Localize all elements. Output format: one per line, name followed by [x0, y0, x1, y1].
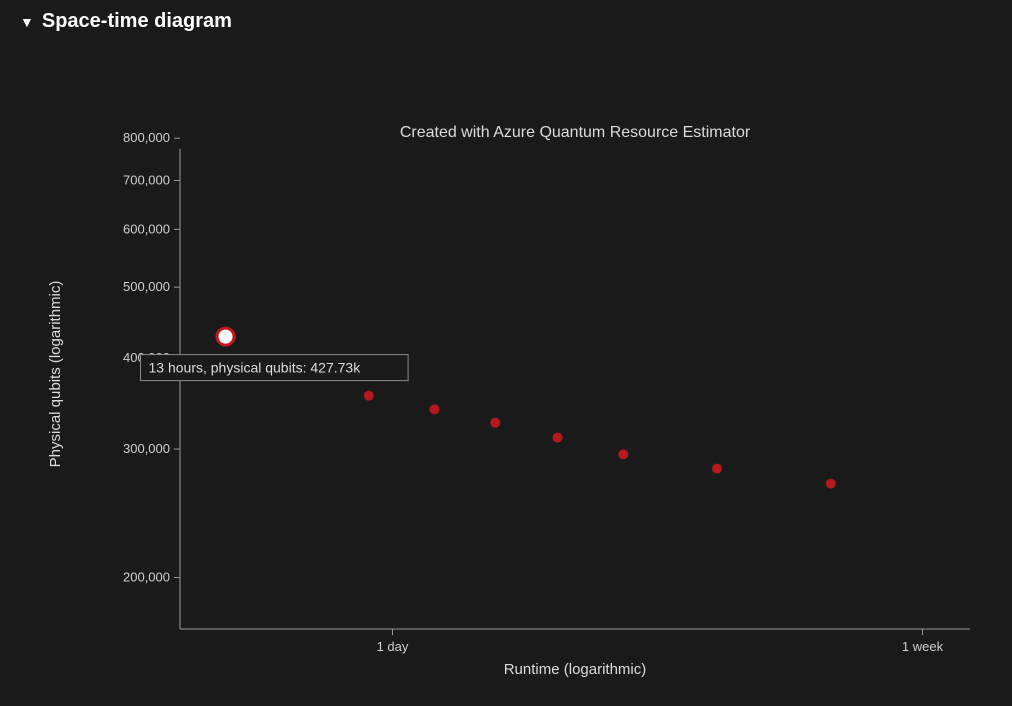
x-tick-label: 1 day — [377, 639, 409, 654]
data-point[interactable] — [364, 391, 374, 401]
data-point[interactable] — [553, 433, 563, 443]
section-header[interactable]: ▼ Space-time diagram — [0, 0, 1012, 39]
y-axis-label: Physical qubits (logarithmic) — [47, 281, 64, 468]
chevron-down-icon: ▼ — [20, 14, 34, 30]
data-point[interactable] — [490, 418, 500, 428]
data-point[interactable] — [618, 449, 628, 459]
section-title: Space-time diagram — [42, 10, 232, 33]
scatter-chart[interactable]: Created with Azure Quantum Resource Esti… — [20, 39, 990, 689]
y-tick-label: 300,000 — [123, 441, 170, 456]
data-point[interactable] — [826, 479, 836, 489]
x-axis-label: Runtime (logarithmic) — [504, 661, 647, 678]
data-point-highlight[interactable] — [219, 330, 233, 344]
y-tick-label: 200,000 — [123, 570, 170, 585]
data-point[interactable] — [712, 464, 722, 474]
y-tick-label: 700,000 — [123, 173, 170, 188]
data-point[interactable] — [429, 404, 439, 414]
y-tick-label: 600,000 — [123, 221, 170, 236]
chart-container: Created with Azure Quantum Resource Esti… — [20, 39, 992, 689]
x-tick-label: 1 week — [902, 639, 944, 654]
y-tick-label: 800,000 — [123, 130, 170, 145]
chart-title: Created with Azure Quantum Resource Esti… — [400, 124, 751, 141]
y-tick-label: 500,000 — [123, 279, 170, 294]
tooltip-text: 13 hours, physical qubits: 427.73k — [149, 360, 362, 376]
